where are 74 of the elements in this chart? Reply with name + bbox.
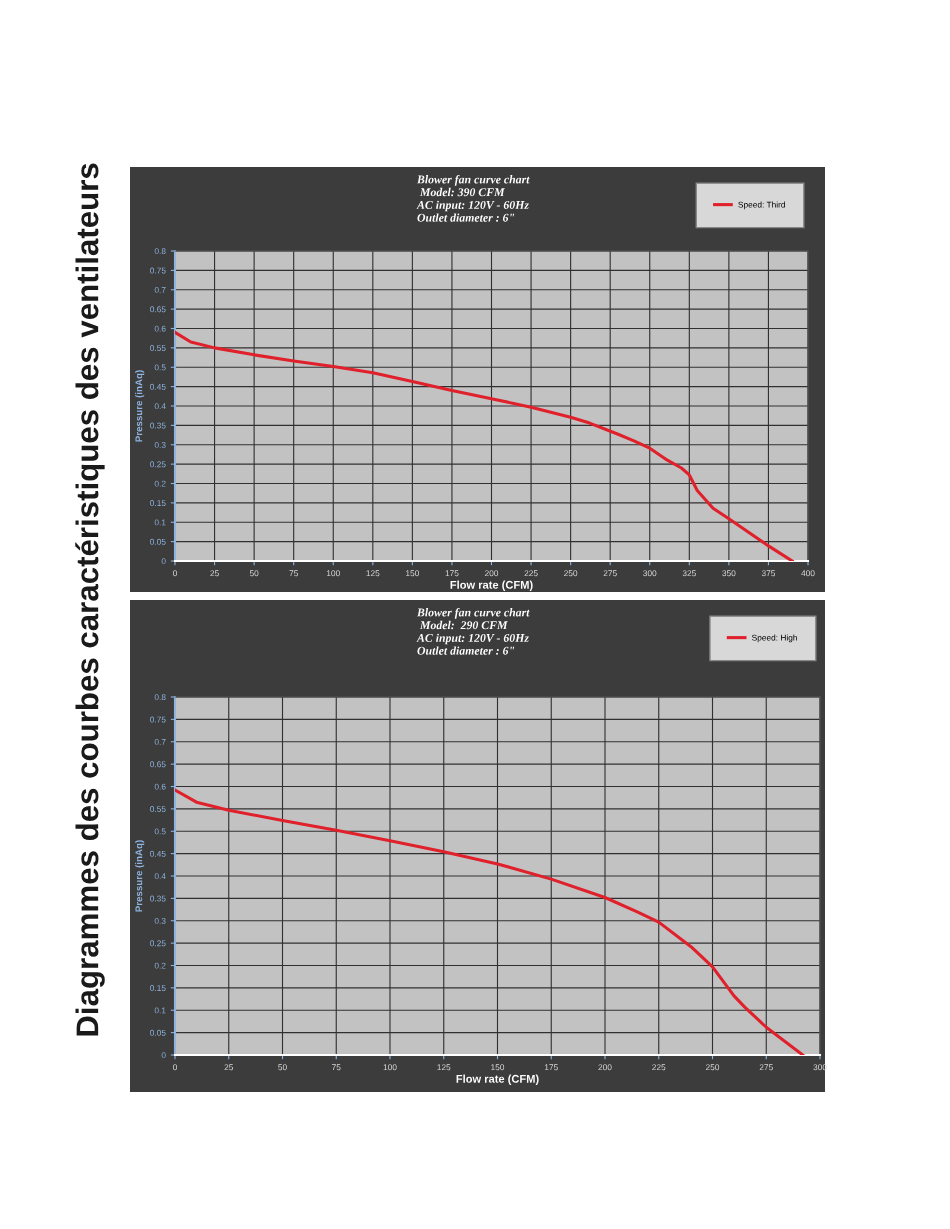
- y-tick-label: 0.4: [154, 403, 166, 410]
- x-tick-label: 225: [524, 570, 538, 577]
- y-tick-label: 0.2: [154, 480, 166, 487]
- y-tick-label: 0.15: [150, 985, 166, 991]
- x-tick-label: 150: [406, 570, 419, 577]
- x-tick-label: 75: [332, 1064, 341, 1071]
- y-tick-label: 0.1: [154, 519, 166, 526]
- x-tick-label: 275: [759, 1064, 773, 1071]
- text: Diagrammes des courbes caractéristiques des ventilateurs: [75, 163, 105, 1036]
- y-tick-label: 0.35: [150, 422, 166, 429]
- legend-label: Speed: Third: [738, 201, 785, 210]
- x-tick-label: 50: [249, 570, 259, 577]
- x-tick-label: 25: [210, 570, 219, 577]
- x-tick-label: 75: [289, 570, 298, 577]
- y-tick-label: 0.8: [154, 248, 166, 255]
- x-tick-label: 250: [705, 1064, 720, 1071]
- x-tick-label: 400: [801, 570, 815, 577]
- legend-label: Speed: High: [752, 634, 797, 643]
- x-tick-label: 350: [722, 570, 736, 577]
- y-tick-label: 0.55: [150, 345, 166, 351]
- y-tick-label: 0.45: [150, 383, 166, 390]
- y-tick-label: 0.55: [150, 806, 166, 812]
- y-tick-label: 0.65: [150, 306, 166, 313]
- y-axis-title: Pressure (inAq): [135, 370, 145, 442]
- y-tick-label: 0: [161, 558, 166, 565]
- y-tick-label: 0.25: [150, 940, 166, 947]
- chart-title: Blower fan curve chart Model: 290 CFM AC input: 120V - 60Hz Outlet diameter : 6": [416, 608, 530, 655]
- line-series: [175, 330, 794, 561]
- x-tick-label: 150: [491, 1064, 505, 1071]
- x-tick-label: 300: [643, 570, 657, 577]
- x-tick-label: 325: [682, 570, 696, 577]
- x-tick-label: 175: [544, 1064, 558, 1071]
- y-tick-label: 0.4: [154, 873, 166, 880]
- y-tick-label: 0.7: [154, 286, 166, 293]
- x-tick-label: 250: [564, 570, 578, 577]
- y-tick-label: 0.5: [154, 828, 166, 835]
- x-tick-label: 175: [445, 570, 459, 577]
- x-tick-label: 375: [761, 570, 776, 577]
- x-axis-title: Flow rate (CFM): [456, 1074, 539, 1085]
- y-tick-label: 0.5: [154, 364, 166, 371]
- x-tick-label: 125: [366, 570, 380, 577]
- y-tick-label: 0.05: [150, 538, 166, 545]
- x-axis-title: Flow rate (CFM): [450, 580, 533, 591]
- x-tick-label: 200: [484, 570, 499, 577]
- y-tick-label: 0.7: [154, 738, 166, 745]
- y-tick-label: 0.6: [154, 783, 166, 790]
- x-tick-label: 100: [326, 570, 340, 577]
- y-tick-label: 0.05: [150, 1029, 166, 1036]
- y-tick-label: 0: [161, 1052, 166, 1059]
- y-tick-label: 0.35: [150, 895, 166, 902]
- x-tick-label: 275: [603, 570, 617, 577]
- y-tick-label: 0.6: [154, 325, 166, 332]
- y-tick-label: 0.45: [150, 850, 166, 857]
- x-tick-label: 50: [278, 1064, 287, 1071]
- y-tick-label: 0.15: [150, 500, 166, 506]
- y-tick-label: 0.3: [154, 441, 166, 448]
- x-tick-label: 0: [173, 570, 177, 577]
- y-tick-label: 0.3: [154, 917, 166, 924]
- y-tick-label: 0.75: [150, 267, 166, 274]
- y-tick-label: 0.25: [150, 461, 166, 468]
- y-axis-title: Pressure (inAq): [135, 840, 145, 912]
- y-tick-label: 0.75: [150, 716, 166, 723]
- x-tick-label: 0: [173, 1064, 177, 1071]
- line-series: [175, 788, 805, 1055]
- x-tick-label: 200: [598, 1064, 612, 1071]
- x-tick-label: 125: [437, 1064, 451, 1071]
- y-tick-label: 0.1: [154, 1007, 166, 1014]
- y-tick-label: 0.2: [154, 962, 166, 969]
- x-tick-label: 225: [652, 1064, 666, 1071]
- chart-title: Blower fan curve chart Model: 390 CFM AC input: 120V - 60Hz Outlet diameter : 6": [416, 175, 530, 222]
- y-tick-label: 0.65: [150, 761, 166, 768]
- y-tick-label: 0.8: [154, 694, 166, 701]
- x-tick-label: 100: [383, 1064, 397, 1071]
- x-tick-label: 25: [224, 1064, 234, 1071]
